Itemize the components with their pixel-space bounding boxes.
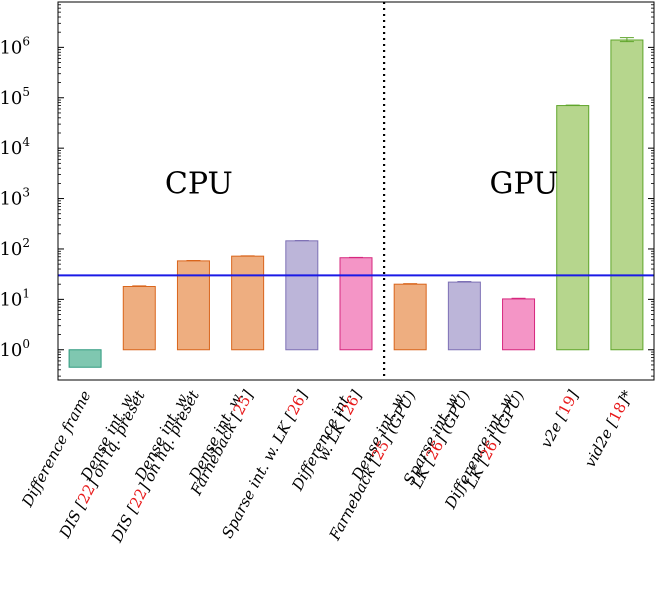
y-tick-label: 106	[0, 34, 30, 58]
bar	[68, 349, 102, 368]
bar	[393, 283, 427, 351]
bar	[339, 257, 373, 351]
y-tick-label: 101	[0, 286, 30, 310]
bars	[68, 37, 644, 368]
bar	[556, 105, 590, 351]
y-tick-label: 104	[0, 135, 30, 159]
category-text: vid2e [	[581, 416, 621, 470]
y-tick-label: 105	[0, 85, 30, 109]
y-axis-ticks: 100 101 102 103 104 105 106	[0, 4, 654, 377]
category-label: v2e [19]	[537, 387, 582, 451]
plot-frame	[57, 1, 655, 381]
bar	[285, 240, 319, 351]
region-labels: CPU GPU	[165, 166, 558, 201]
y-tick-label: 103	[0, 186, 30, 210]
bar	[502, 298, 536, 351]
region-label: GPU	[490, 166, 559, 201]
bar	[231, 255, 265, 351]
bar	[447, 281, 481, 351]
bar	[176, 260, 210, 351]
bar	[122, 285, 156, 351]
bar	[610, 39, 644, 351]
y-tick-label: 102	[0, 236, 30, 260]
y-tick-label: 100	[0, 337, 30, 361]
region-label: CPU	[165, 166, 233, 201]
category-label: vid2e [18]*	[581, 387, 637, 470]
